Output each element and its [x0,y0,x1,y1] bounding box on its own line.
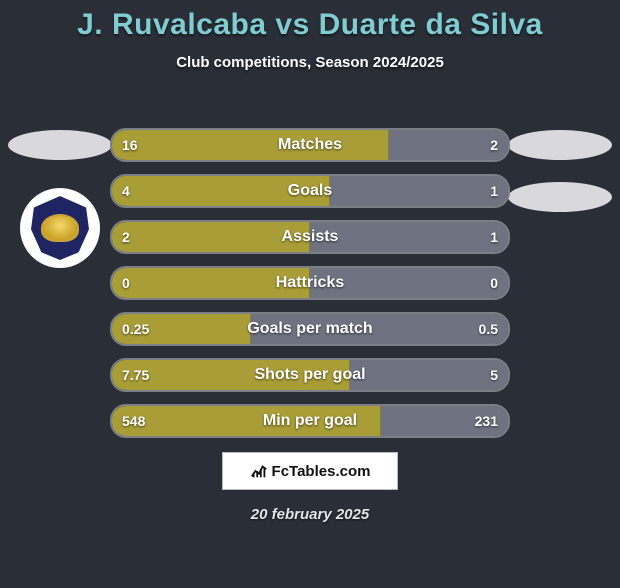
stat-label: Hattricks [112,268,508,298]
fctables-chart-icon [250,462,268,480]
stat-row: 00Hattricks [110,266,510,300]
stat-label: Goals per match [112,314,508,344]
stat-row: 41Goals [110,174,510,208]
comparison-bars: 162Matches 41Goals 21Assists 00Hattricks 0.2… [110,128,510,450]
club-badge-left [20,188,100,268]
fctables-logo: FcTables.com [222,452,398,490]
club-badge-shield [31,196,89,260]
player-right-placeholder-2 [508,182,612,212]
stat-label: Goals [112,176,508,206]
date-text: 20 february 2025 [0,506,620,523]
stat-label: Assists [112,222,508,252]
stat-row: 7.755Shots per goal [110,358,510,392]
stat-label: Min per goal [112,406,508,436]
fctables-logo-text: FcTables.com [272,463,371,480]
stat-label: Shots per goal [112,360,508,390]
stat-row: 0.250.5Goals per match [110,312,510,346]
stat-row: 162Matches [110,128,510,162]
stat-row: 21Assists [110,220,510,254]
stat-label: Matches [112,130,508,160]
player-right-placeholder-1 [508,130,612,160]
stat-row: 548231Min per goal [110,404,510,438]
page-title: J. Ruvalcaba vs Duarte da Silva [0,8,620,42]
player-left-placeholder [8,130,112,160]
club-badge-glyph [41,214,79,242]
page-subtitle: Club competitions, Season 2024/2025 [0,54,620,71]
